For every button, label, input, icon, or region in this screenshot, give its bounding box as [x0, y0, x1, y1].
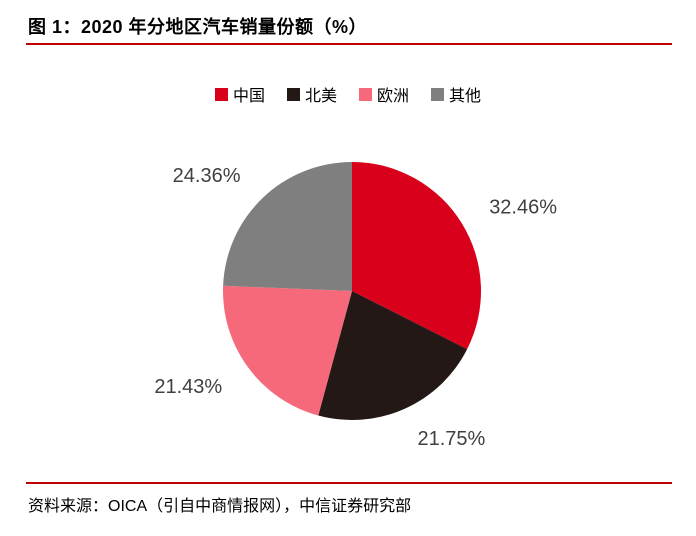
footer-divider — [26, 482, 672, 484]
pie-data-label-3: 24.36% — [173, 165, 241, 187]
legend-label: 其他 — [449, 88, 482, 105]
title-underline — [26, 43, 672, 45]
pie-slice-2 — [222, 285, 352, 416]
legend-label: 欧洲 — [377, 88, 410, 105]
legend-swatch — [431, 87, 445, 101]
legend-swatch — [214, 87, 228, 101]
chart-legend: 中国 北美 欧洲 其他 — [0, 82, 696, 106]
pie-data-label-2: 21.43% — [154, 376, 222, 398]
figure-title: 图 1：2020 年分地区汽车销量份额（%） — [28, 17, 368, 37]
legend-label: 中国 — [232, 88, 265, 105]
legend-item-3: 其他 — [431, 82, 481, 106]
source-note: 资料来源：OICA（引自中商情报网），中信证券研究部 — [28, 498, 412, 515]
legend-item-1: 北美 — [286, 82, 337, 106]
legend-swatch — [359, 87, 372, 101]
pie-chart: 32.46% 21.75% 21.43% 24.36% — [154, 162, 557, 450]
legend-swatch — [286, 87, 300, 101]
legend-item-2: 欧洲 — [359, 82, 409, 106]
pie-slice-0 — [352, 162, 482, 350]
pie-data-label-0: 32.46% — [489, 197, 557, 219]
pie-slice-1 — [318, 291, 468, 420]
legend-item-0: 中国 — [214, 82, 265, 106]
pie-data-label-1: 21.75% — [418, 428, 486, 450]
pie-slice-3 — [223, 162, 352, 291]
legend-label: 北美 — [304, 88, 337, 105]
